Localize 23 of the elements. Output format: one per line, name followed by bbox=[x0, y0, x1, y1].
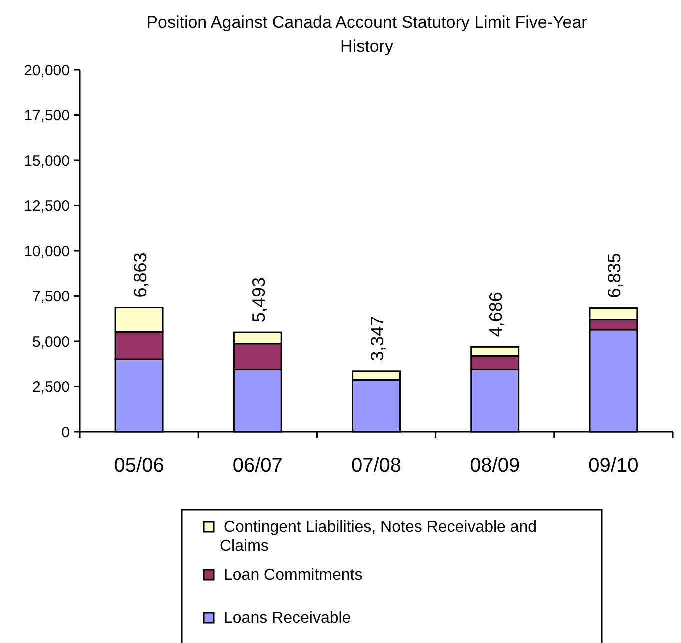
y-tick-label: 15,000 bbox=[24, 152, 70, 170]
chart-title: Position Against Canada Account Statutory Limit Five-Year History bbox=[146, 13, 588, 56]
total-label: 6,835 bbox=[604, 253, 625, 298]
y-tick-label: 10,000 bbox=[24, 243, 70, 260]
y-tick-label: 7,500 bbox=[32, 288, 70, 306]
x-tick-label: 08/09 bbox=[470, 455, 520, 477]
x-tick-label: 05/06 bbox=[114, 455, 164, 477]
y-tick-label: 0 bbox=[62, 424, 70, 442]
legend-label: Contingent Liabilities, Notes Receivable and Claims bbox=[220, 519, 538, 555]
total-label: 6,863 bbox=[130, 252, 150, 298]
y-tick-label: 12,500 bbox=[24, 198, 70, 215]
y-tick-label: 5,000 bbox=[32, 334, 70, 351]
x-tick-label: 07/08 bbox=[351, 455, 402, 477]
y-tick-label: 2,500 bbox=[32, 379, 70, 396]
y-tick-label: 17,500 bbox=[24, 108, 70, 124]
x-tick-label: 06/07 bbox=[232, 455, 283, 477]
total-label: 4,686 bbox=[486, 292, 506, 338]
x-tick-label: 09/10 bbox=[588, 455, 639, 477]
y-tick-label: 20,000 bbox=[24, 62, 70, 80]
total-label: 3,347 bbox=[368, 316, 388, 362]
legend-label: Loans Receivable bbox=[224, 610, 352, 627]
total-label: 5,493 bbox=[248, 278, 269, 323]
legend-label: Loan Commitments bbox=[224, 567, 363, 584]
